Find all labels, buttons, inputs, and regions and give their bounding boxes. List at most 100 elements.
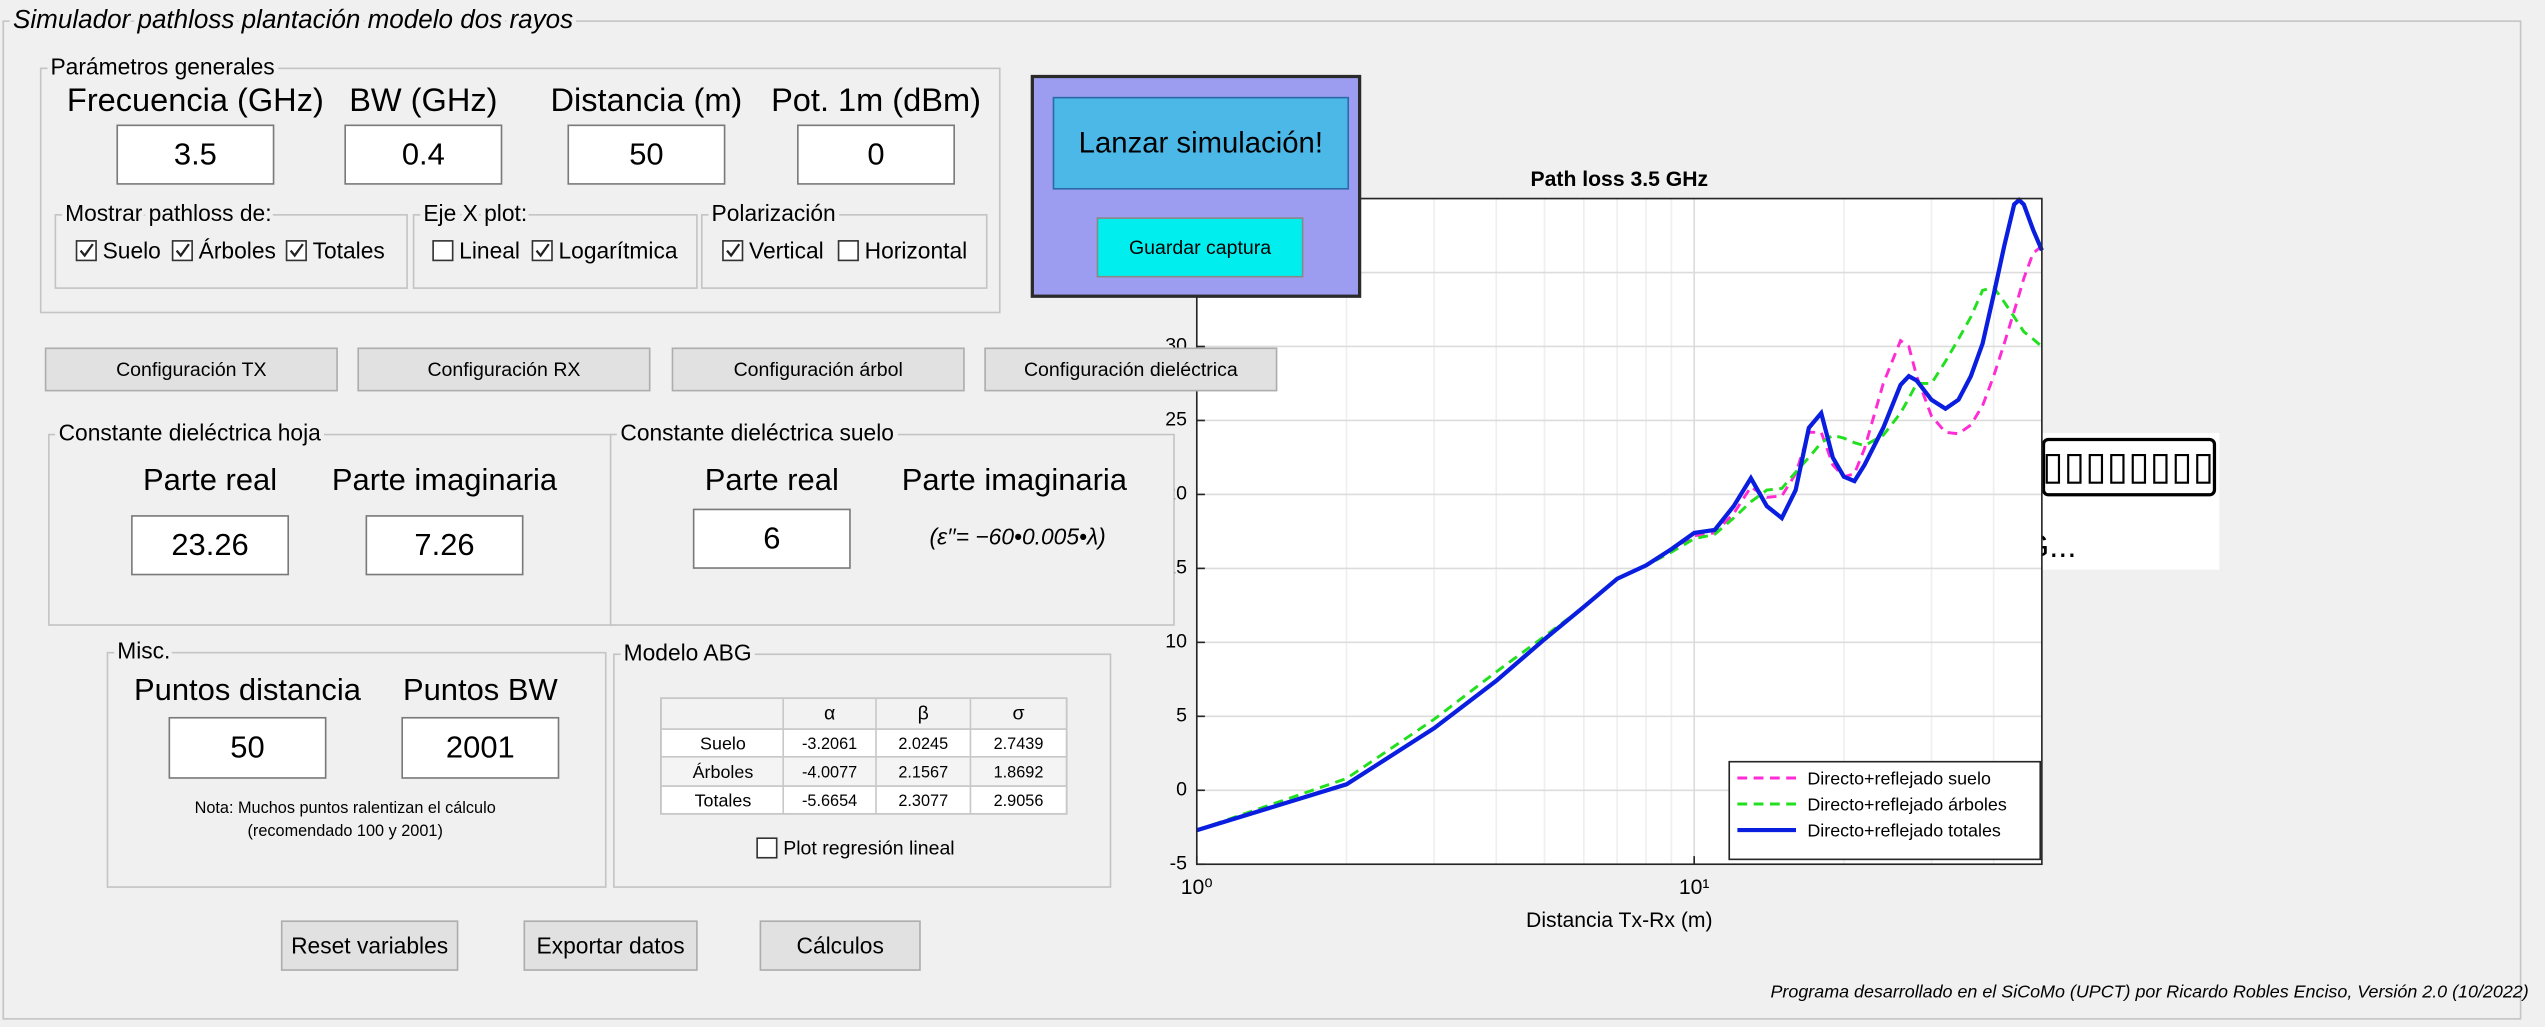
plot-area (1196, 198, 2042, 865)
button[interactable] (984, 347, 1278, 392)
x-tick-label: 10⁰ (1181, 876, 1213, 899)
text-input[interactable] (692, 508, 851, 569)
panel (54, 214, 408, 289)
checkbox-label[interactable]: Lineal (459, 237, 520, 263)
button-label[interactable]: Configuración árbol (734, 359, 903, 381)
text-input[interactable] (168, 716, 327, 779)
row-header: Árboles (693, 762, 754, 782)
note: (recomendado 100 y 2001) (248, 822, 443, 840)
table-cell: 1.8692 (994, 763, 1044, 781)
text-input[interactable] (797, 124, 955, 185)
checkbox[interactable] (531, 240, 553, 262)
input-value[interactable]: 50 (230, 730, 264, 765)
text-input[interactable] (344, 124, 503, 185)
button-label[interactable]: Configuración TX (116, 359, 266, 381)
checkbox[interactable] (756, 837, 778, 859)
input-value[interactable]: 0.4 (402, 136, 445, 171)
panel-title: Constante dieléctrica hoja (59, 420, 322, 446)
window-title: Simulador pathloss plantación modelo dos… (13, 4, 573, 34)
checkbox[interactable] (837, 240, 859, 262)
checkbox[interactable] (285, 240, 307, 262)
table-row (660, 756, 1068, 787)
table-cell: -4.0077 (802, 763, 857, 781)
checkbox-label[interactable]: Árboles (199, 237, 276, 263)
checkbox[interactable] (171, 240, 193, 262)
text-input[interactable] (116, 124, 275, 185)
checkbox[interactable] (432, 240, 454, 262)
checkbox-label[interactable]: Logarítmica (558, 237, 677, 263)
field-label: Parte real (143, 462, 277, 497)
field-label: Puntos BW (403, 672, 559, 707)
check-mark (175, 243, 190, 258)
input-value[interactable]: 3.5 (174, 136, 217, 171)
legend-label: Directo+reflejado totales (1807, 820, 2001, 840)
series-line (1196, 285, 2043, 832)
button-label[interactable]: Lanzar simulación! (1079, 127, 1323, 160)
button[interactable] (1096, 217, 1304, 278)
y-tick-label: 25 (1165, 409, 1187, 431)
checkbox-label[interactable]: Suelo (103, 237, 161, 263)
table-cell: -3.2061 (802, 735, 857, 753)
table-cell: 2.0245 (898, 735, 948, 753)
panel (412, 214, 698, 289)
field-label: Puntos distancia (134, 672, 362, 707)
field-label: Pot. 1m (dBm) (771, 82, 981, 118)
text-input[interactable] (365, 515, 524, 576)
field-label: Parte imaginaria (332, 462, 558, 497)
button-label[interactable]: Exportar datos (537, 932, 685, 958)
button-label[interactable]: Guardar captura (1129, 237, 1271, 259)
legend-label: Directo+reflejado árboles (1807, 794, 2006, 814)
y-tick-label: 5 (1176, 704, 1187, 726)
checkbox-label[interactable]: Totales (313, 237, 385, 263)
button[interactable] (759, 920, 921, 971)
checkbox[interactable] (75, 240, 97, 262)
input-value[interactable]: 7.26 (414, 527, 474, 562)
field-label: Frecuencia (GHz) (67, 82, 324, 118)
button[interactable] (280, 920, 459, 971)
button[interactable] (44, 347, 338, 392)
button-label[interactable]: Cálculos (796, 932, 883, 958)
row-header: Suelo (700, 733, 746, 753)
field-label: Distancia (m) (551, 82, 743, 118)
input-value[interactable]: 23.26 (171, 527, 248, 562)
footer: Programa desarrollado en el SiCoMo (UPCT… (1771, 982, 2529, 1002)
checkbox-label[interactable]: Horizontal (865, 237, 968, 263)
field-label: BW (GHz) (349, 82, 497, 118)
check-mark (79, 243, 94, 258)
table-cell: 2.7439 (994, 735, 1044, 753)
input-value[interactable]: 50 (629, 136, 663, 171)
plot-frame (1195, 197, 2043, 866)
panel-title: Parámetros generales (50, 53, 274, 79)
text-input[interactable] (401, 716, 560, 779)
checkbox[interactable] (722, 240, 744, 262)
button[interactable] (671, 347, 965, 392)
button[interactable] (357, 347, 651, 392)
table-row (660, 785, 1068, 815)
input-value[interactable]: 6 (763, 521, 780, 556)
button-label[interactable]: Configuración dieléctrica (1024, 359, 1238, 381)
chart-title: Path loss 3.5 GHz (1531, 168, 1709, 191)
text-input[interactable] (131, 515, 290, 576)
panel-title: Polarización (712, 200, 836, 226)
input-value[interactable]: 0 (867, 136, 884, 171)
table-row (660, 728, 1068, 758)
button-label[interactable]: Reset variables (291, 932, 448, 958)
button[interactable] (1052, 96, 1350, 190)
column-header: α (824, 703, 835, 725)
table-cell: 2.1567 (898, 763, 948, 781)
table-cell: -5.6654 (802, 792, 857, 810)
panel-title: Misc. (117, 638, 170, 664)
y-tick-label: 10 (1165, 631, 1187, 653)
y-tick-label: 0 (1176, 778, 1187, 800)
button-label[interactable]: Configuración RX (427, 359, 580, 381)
button[interactable] (523, 920, 698, 971)
input-value[interactable]: 2001 (446, 730, 515, 765)
panel-title: Modelo ABG (624, 639, 752, 665)
checkbox-label[interactable]: Vertical (749, 237, 824, 263)
text-input[interactable] (567, 124, 726, 185)
overlay-box (2019, 432, 2220, 570)
checkbox-label[interactable]: Plot regresión lineal (783, 838, 954, 860)
x-tick-label: 10¹ (1679, 876, 1710, 899)
